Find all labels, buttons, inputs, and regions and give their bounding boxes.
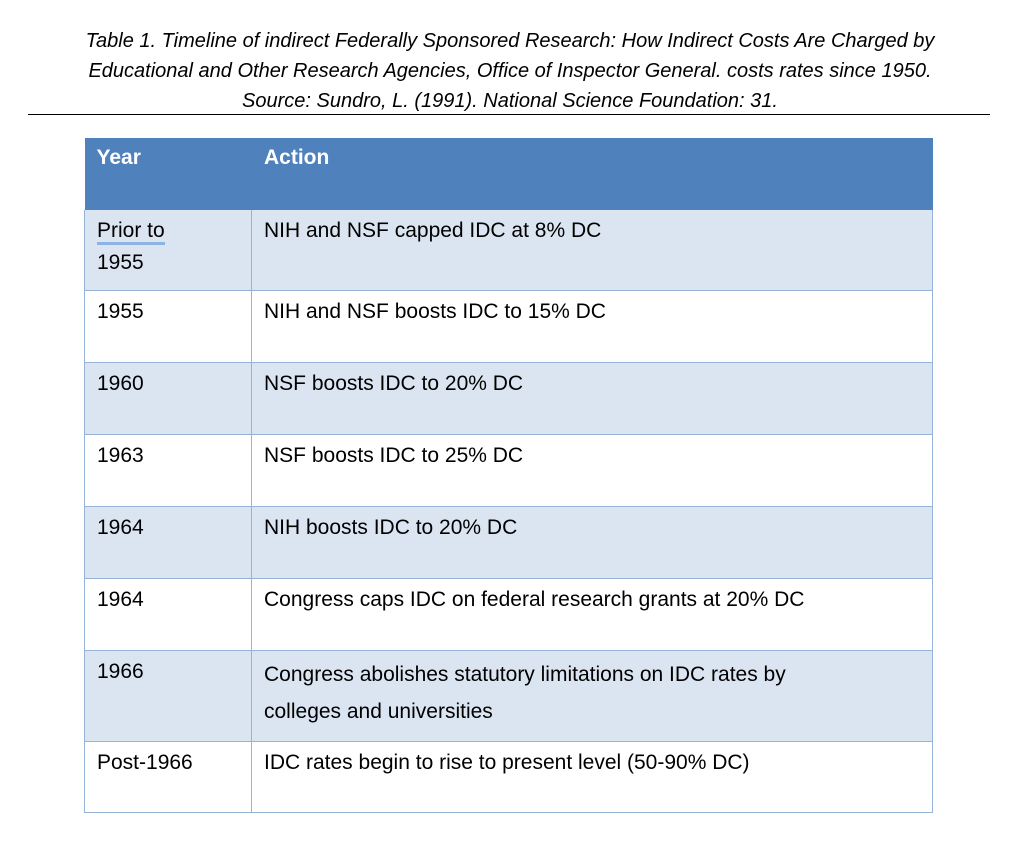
action-text-line-1: Congress abolishes statutory limitations… — [264, 662, 786, 686]
caption-line-1: Table 1. Timeline of indirect Federally … — [85, 30, 935, 52]
table-row: 1960 NSF boosts IDC to 20% DC — [84, 362, 933, 435]
action-cell: IDC rates begin to rise to present level… — [251, 741, 933, 813]
year-cell: 1963 — [84, 434, 252, 507]
table-header-row: Year Action — [84, 138, 933, 210]
action-cell: Congress caps IDC on federal research gr… — [251, 578, 933, 651]
year-cell: 1964 — [84, 578, 252, 651]
year-cell: 1960 — [84, 362, 252, 435]
year-cell: 1964 — [84, 506, 252, 579]
action-cell: Congress abolishes statutory limitations… — [251, 650, 933, 742]
year-cell: Post-1966 — [84, 741, 252, 813]
year-cell: 1966 — [84, 650, 252, 742]
table-row: 1963 NSF boosts IDC to 25% DC — [84, 434, 933, 507]
table-caption: Table 1. Timeline of indirect Federally … — [20, 26, 1000, 116]
table-row: 1955 NIH and NSF boosts IDC to 15% DC — [84, 290, 933, 363]
year-cell: Prior to 1955 — [84, 210, 252, 291]
action-cell: NSF boosts IDC to 25% DC — [251, 434, 933, 507]
table-row: 1964 NIH boosts IDC to 20% DC — [84, 506, 933, 579]
table-row: 1964 Congress caps IDC on federal resear… — [84, 578, 933, 651]
header-action: Action — [251, 138, 933, 210]
table-row: Prior to 1955 NIH and NSF capped IDC at … — [84, 210, 933, 291]
action-cell: NIH and NSF capped IDC at 8% DC — [251, 210, 933, 291]
year-text: 1955 — [97, 251, 144, 274]
action-cell: NIH boosts IDC to 20% DC — [251, 506, 933, 579]
year-cell: 1955 — [84, 290, 252, 363]
caption-line-3: Source: Sundro, L. (1991). National Scie… — [242, 90, 778, 112]
caption-line-2: Educational and Other Research Agencies,… — [88, 60, 932, 82]
table-row: 1966 Congress abolishes statutory limita… — [84, 650, 933, 742]
year-text-underlined: Prior to — [97, 219, 165, 245]
timeline-table: Year Action Prior to 1955 NIH and NSF ca… — [84, 138, 933, 813]
action-cell: NSF boosts IDC to 20% DC — [251, 362, 933, 435]
header-year: Year — [84, 138, 252, 210]
table-row: Post-1966 IDC rates begin to rise to pre… — [84, 741, 933, 813]
action-text-line-2: colleges and universities — [264, 699, 493, 723]
caption-divider — [28, 114, 990, 115]
action-cell: NIH and NSF boosts IDC to 15% DC — [251, 290, 933, 363]
